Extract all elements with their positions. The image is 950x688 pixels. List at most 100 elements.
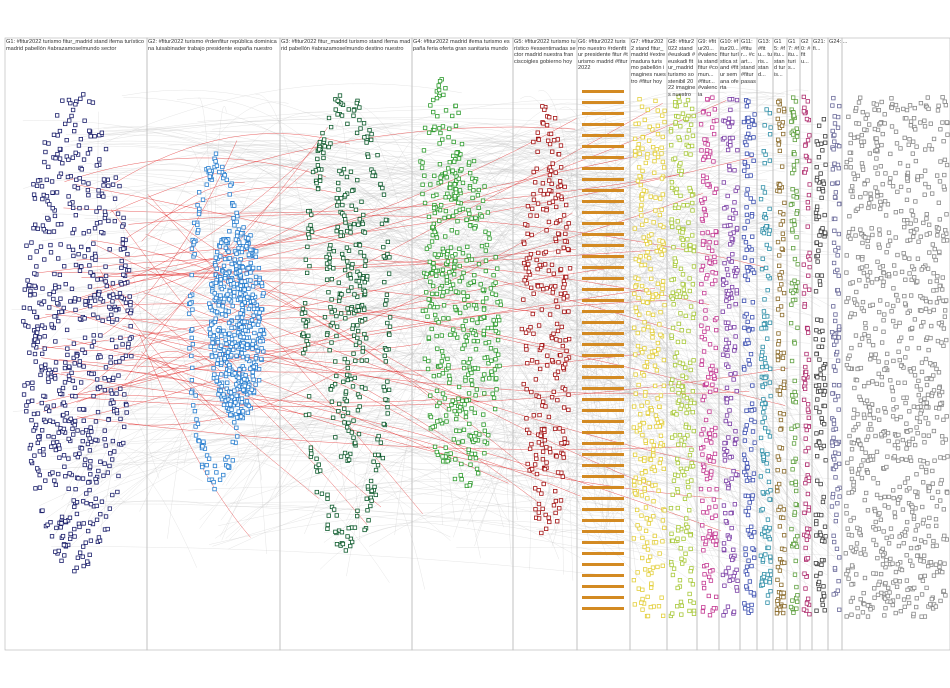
node: [76, 476, 81, 481]
edge-red: [41, 357, 722, 532]
node: [691, 358, 696, 363]
node: [438, 363, 443, 369]
node: [685, 97, 691, 103]
node: [745, 277, 750, 283]
node: [324, 277, 330, 282]
node: [58, 242, 63, 247]
edge: [341, 458, 464, 503]
node: [742, 457, 748, 462]
node: [483, 258, 489, 263]
node: [40, 508, 45, 513]
edge-red: [36, 287, 656, 404]
node: [50, 470, 55, 475]
node: [711, 606, 717, 611]
node: [706, 534, 711, 539]
node: [541, 192, 546, 197]
node: [215, 328, 221, 333]
node: [672, 156, 678, 161]
node: [831, 95, 836, 101]
node: [655, 564, 660, 570]
node: [338, 233, 343, 238]
node: [26, 399, 31, 404]
node: [324, 332, 330, 338]
node: [662, 508, 667, 513]
node: [331, 266, 336, 271]
node: [31, 192, 37, 197]
node: [241, 387, 246, 393]
node: [223, 245, 228, 250]
node: [670, 492, 675, 497]
node: [794, 234, 799, 240]
node: [743, 546, 748, 551]
node: [191, 403, 196, 408]
node: [555, 519, 560, 524]
node: [553, 236, 558, 241]
node: [833, 518, 838, 524]
node: [207, 168, 212, 173]
node: [126, 268, 132, 273]
node: [743, 427, 748, 432]
node: [378, 181, 383, 187]
node: [779, 312, 785, 318]
edge: [27, 291, 369, 447]
node: [76, 297, 82, 302]
node: [87, 436, 92, 441]
node: [660, 539, 665, 544]
node: [705, 142, 711, 147]
node: [730, 252, 735, 257]
node-bar: [582, 376, 624, 379]
edge: [64, 108, 719, 148]
node: [721, 503, 727, 508]
node: [765, 288, 770, 293]
node: [345, 259, 350, 264]
node: [441, 249, 446, 254]
node: [454, 230, 460, 235]
node: [803, 364, 808, 370]
node: [464, 398, 469, 403]
node: [760, 384, 765, 390]
edge: [343, 160, 815, 300]
node: [325, 496, 330, 501]
node: [354, 130, 360, 136]
node: [526, 269, 531, 275]
node: [528, 252, 534, 257]
node: [244, 244, 249, 249]
node: [764, 242, 769, 248]
node: [537, 412, 542, 418]
node: [803, 545, 808, 551]
node: [680, 373, 685, 378]
node-bar: [582, 409, 624, 412]
node: [706, 505, 712, 510]
node: [53, 447, 59, 453]
node: [475, 193, 481, 198]
node: [700, 230, 705, 236]
edge: [67, 261, 339, 481]
node: [723, 418, 728, 424]
node: [342, 356, 347, 362]
node: [830, 443, 835, 448]
node: [367, 128, 372, 133]
node: [254, 344, 259, 350]
node: [657, 322, 662, 327]
node: [361, 212, 366, 218]
node: [521, 297, 526, 302]
node: [875, 555, 880, 561]
node: [822, 593, 827, 599]
node: [238, 414, 244, 419]
node: [742, 325, 747, 330]
node: [669, 143, 674, 148]
node: [128, 303, 133, 308]
node: [220, 312, 225, 317]
node: [463, 378, 468, 383]
node: [461, 427, 467, 432]
node: [365, 508, 370, 513]
node: [491, 395, 497, 400]
node: [820, 602, 825, 608]
node: [89, 429, 94, 434]
node: [225, 464, 231, 469]
node: [834, 512, 839, 517]
node: [893, 271, 898, 276]
node: [707, 389, 713, 395]
node: [561, 455, 566, 460]
node: [562, 309, 567, 314]
